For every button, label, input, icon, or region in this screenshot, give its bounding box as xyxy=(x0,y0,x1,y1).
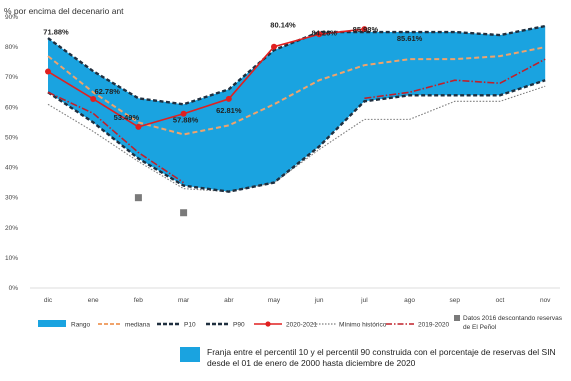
range-band-layer xyxy=(48,26,546,192)
legend-swatch xyxy=(454,315,460,321)
legend-label: 2019-2020 xyxy=(418,322,449,329)
legend-marker xyxy=(265,321,271,327)
point-2020-2021 xyxy=(45,68,51,75)
y-tick-label: 90% xyxy=(5,14,18,21)
data-labels-layer: 71.88% 62.78% 53.49% 57.88% 62.81% 80.14% 84.2… xyxy=(43,21,422,125)
y-tick-label: 30% xyxy=(5,195,18,202)
y-tick-label: 20% xyxy=(5,225,18,232)
legend-label: Datos 2016 descontando reservasDatos 201… xyxy=(463,315,563,322)
series-2019-2020 xyxy=(47,58,546,184)
legend-label: P90 xyxy=(233,322,245,329)
x-tick-label: ene xyxy=(88,297,99,304)
legend-label: P10 xyxy=(184,322,196,329)
point-2020-2021 xyxy=(135,123,142,130)
range-band xyxy=(48,26,546,192)
x-tick-label: may xyxy=(268,297,281,304)
band-note: Franja entre el percentil 10 y el percen… xyxy=(180,347,556,368)
point-2020-2021 xyxy=(361,26,368,33)
y-tick-label: 60% xyxy=(5,104,18,111)
point-2020-2021 xyxy=(90,95,97,102)
point-2020-2021 xyxy=(316,31,323,38)
series-2020-2021 xyxy=(47,28,365,128)
point-2020-2021 xyxy=(180,110,187,117)
x-tick-label: jul xyxy=(360,297,368,304)
x-tick-label: oct xyxy=(496,297,505,304)
x-axis: dic ene feb mar abr may jun jul ago sep oct nov xyxy=(30,287,560,304)
legend-label: mediana xyxy=(125,322,150,329)
legend-label: Mínimo histórico xyxy=(339,322,387,329)
legend-swatch xyxy=(38,320,66,327)
data-label: 85.61% xyxy=(397,34,423,43)
point-2020-2021 xyxy=(225,95,232,102)
data-label: 62.81% xyxy=(216,106,242,115)
data-label: 85.98% xyxy=(353,25,379,34)
x-tick-label: nov xyxy=(540,297,551,304)
band-note-swatch xyxy=(180,347,200,362)
y-tick-label: 10% xyxy=(5,255,18,262)
data-label: 57.88% xyxy=(173,116,199,125)
point-datos-2016 xyxy=(180,209,188,217)
data-label: 53.49% xyxy=(114,113,140,122)
x-tick-label: abr xyxy=(224,297,234,304)
y-tick-label: 0% xyxy=(9,285,19,292)
data-label: 71.88% xyxy=(43,28,69,37)
y-tick-label: 80% xyxy=(5,44,18,51)
chart-title: % por encima del decenario ant xyxy=(4,6,124,16)
legend-label: Rango xyxy=(71,322,91,329)
band-note-line1: Franja entre el percentil 10 y el percen… xyxy=(207,347,556,357)
band-note-line2: desde el 01 de enero de 2000 hasta dicie… xyxy=(207,358,416,368)
x-tick-label: sep xyxy=(450,297,461,304)
y-axis: 0% 10% 20% 30% 40% 50% 60% 70% 80% 90% xyxy=(5,14,18,292)
point-datos-2016 xyxy=(134,194,142,202)
legend-label: 2020-2021 xyxy=(286,322,317,329)
series-lines-layer xyxy=(45,24,546,217)
x-tick-label: ago xyxy=(404,297,415,304)
series-p10 xyxy=(47,79,546,193)
series-minimo-historico xyxy=(47,85,546,193)
x-tick-label: mar xyxy=(178,297,190,304)
data-label: 80.14% xyxy=(270,21,296,30)
y-tick-label: 40% xyxy=(5,165,18,172)
y-tick-label: 70% xyxy=(5,74,18,81)
point-2020-2021 xyxy=(271,43,277,50)
x-tick-label: dic xyxy=(44,297,53,304)
x-tick-label: jun xyxy=(314,297,324,304)
data-label: 62.78% xyxy=(94,87,120,96)
data-label: 84.26% xyxy=(311,28,337,37)
y-tick-label: 50% xyxy=(5,134,18,141)
legend-label: de El Peñol xyxy=(463,324,497,331)
legend: Rango mediana P10 P90 2020-2021 Mínimo histór… xyxy=(38,315,563,331)
series-mediana xyxy=(47,46,546,136)
x-tick-label: feb xyxy=(134,297,143,304)
